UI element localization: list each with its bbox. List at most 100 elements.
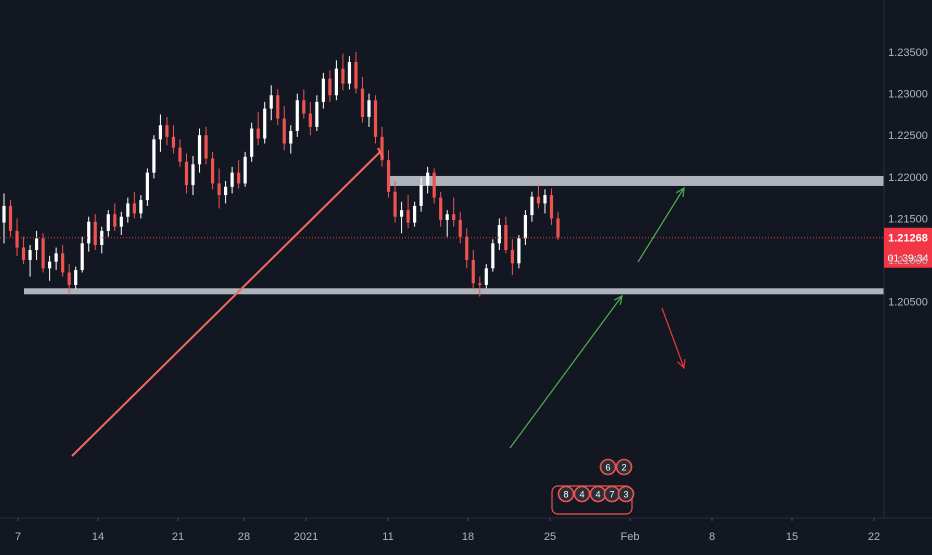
- trend-line-end-handle[interactable]: [377, 147, 384, 159]
- event-badge-bottom[interactable]: 3: [617, 485, 635, 503]
- candle: [328, 70, 332, 102]
- time-tick-label: Feb: [621, 531, 640, 543]
- resistance-zone[interactable]: [388, 175, 884, 186]
- candle-body: [28, 250, 32, 260]
- candle: [237, 160, 241, 189]
- event-badge-bottom[interactable]: 7: [603, 485, 621, 503]
- time-tick-label: 22: [868, 531, 880, 543]
- candle: [406, 195, 410, 229]
- candle-body: [34, 238, 39, 251]
- candle-body: [315, 101, 319, 127]
- candle-body: [497, 225, 501, 244]
- candle: [224, 180, 228, 204]
- candle: [93, 214, 97, 251]
- candle: [210, 151, 215, 190]
- price-tick-label: 1.22000: [888, 172, 928, 184]
- candle: [399, 201, 404, 234]
- candle: [360, 76, 365, 123]
- candle-body: [543, 195, 547, 204]
- candle-body: [191, 164, 195, 186]
- candle: [191, 156, 195, 196]
- candle-body: [230, 172, 234, 187]
- candle: [289, 125, 293, 154]
- candle: [100, 226, 104, 254]
- candle-body: [165, 125, 169, 137]
- time-tick-label: 7: [15, 531, 21, 543]
- event-badge-group[interactable]: [551, 485, 633, 515]
- candle-body: [48, 261, 52, 269]
- event-badge-count: 7: [609, 490, 614, 500]
- candle-body: [491, 243, 495, 269]
- candle: [87, 216, 91, 252]
- candle: [282, 106, 286, 151]
- candle-body: [126, 203, 130, 217]
- drawings-layer[interactable]: [71, 147, 686, 457]
- candle-body: [530, 196, 534, 216]
- candle-body: [328, 78, 332, 96]
- candle: [113, 203, 117, 231]
- event-badge-bottom[interactable]: 4: [573, 485, 591, 503]
- candle: [432, 168, 436, 204]
- price-tick-label: 1.23500: [888, 47, 928, 59]
- candle-body: [21, 247, 26, 260]
- up-arrow-upper-head: [676, 186, 685, 198]
- candle-body: [458, 220, 462, 237]
- candle-body: [158, 125, 163, 140]
- events-layer[interactable]: 6 28 4 4 7 3: [551, 458, 635, 515]
- candle-body: [210, 158, 215, 184]
- support-zone[interactable]: [24, 288, 884, 295]
- trend-line[interactable]: [71, 151, 381, 457]
- event-badge-top[interactable]: 2: [615, 458, 633, 476]
- candle-body: [295, 100, 299, 132]
- time-axis[interactable]: 7 14 21 28 2021 11 18 25 Feb 8 15 22: [0, 517, 932, 543]
- candles-layer: [2, 52, 560, 297]
- candle-body: [465, 236, 469, 260]
- candle: [380, 126, 384, 167]
- candle-body: [510, 250, 514, 264]
- up-arrow-upper-shaft: [637, 187, 685, 263]
- candle: [243, 151, 247, 187]
- candle-body: [204, 135, 208, 159]
- candle: [302, 89, 306, 119]
- price-axis[interactable]: 1.21268 01:39:34 1.23500 1.23000 1.22500 1.22…: [883, 0, 932, 518]
- time-tick-label: 18: [462, 531, 474, 543]
- candle: [484, 264, 488, 289]
- candle: [119, 211, 123, 236]
- candle: [165, 116, 169, 146]
- up-arrow-lower-head: [613, 294, 623, 305]
- candle: [263, 101, 267, 144]
- candle: [536, 185, 541, 209]
- candle: [256, 111, 260, 146]
- candle-body: [100, 230, 104, 246]
- candle: [217, 168, 221, 209]
- up-arrow-upper[interactable]: [637, 186, 685, 263]
- candle: [341, 53, 345, 91]
- down-arrow[interactable]: [661, 307, 686, 370]
- candle-body: [282, 118, 286, 144]
- event-badge-top[interactable]: 6: [599, 458, 617, 476]
- candle-body: [93, 221, 97, 246]
- event-badge-bottom[interactable]: 8: [557, 485, 575, 503]
- candle-body: [484, 268, 488, 285]
- candle-body: [87, 221, 91, 244]
- time-tick-label: 15: [786, 531, 798, 543]
- event-badge-count: 2: [621, 463, 626, 473]
- event-badge-circle: [615, 458, 633, 476]
- candle: [497, 218, 501, 251]
- candle-body: [67, 272, 71, 285]
- candle-body: [413, 205, 417, 223]
- candle: [523, 210, 528, 246]
- candle-body: [399, 210, 404, 217]
- candle-body: [269, 95, 273, 109]
- candle-body: [178, 147, 182, 162]
- event-badge-count: 8: [563, 490, 568, 500]
- candle: [139, 195, 143, 219]
- candle-body: [471, 260, 475, 284]
- event-badge-count: 4: [595, 490, 600, 500]
- event-badge-bottom[interactable]: 4: [589, 485, 607, 503]
- candle: [295, 93, 299, 137]
- up-arrow-lower[interactable]: [509, 294, 623, 449]
- candle-body: [289, 131, 293, 144]
